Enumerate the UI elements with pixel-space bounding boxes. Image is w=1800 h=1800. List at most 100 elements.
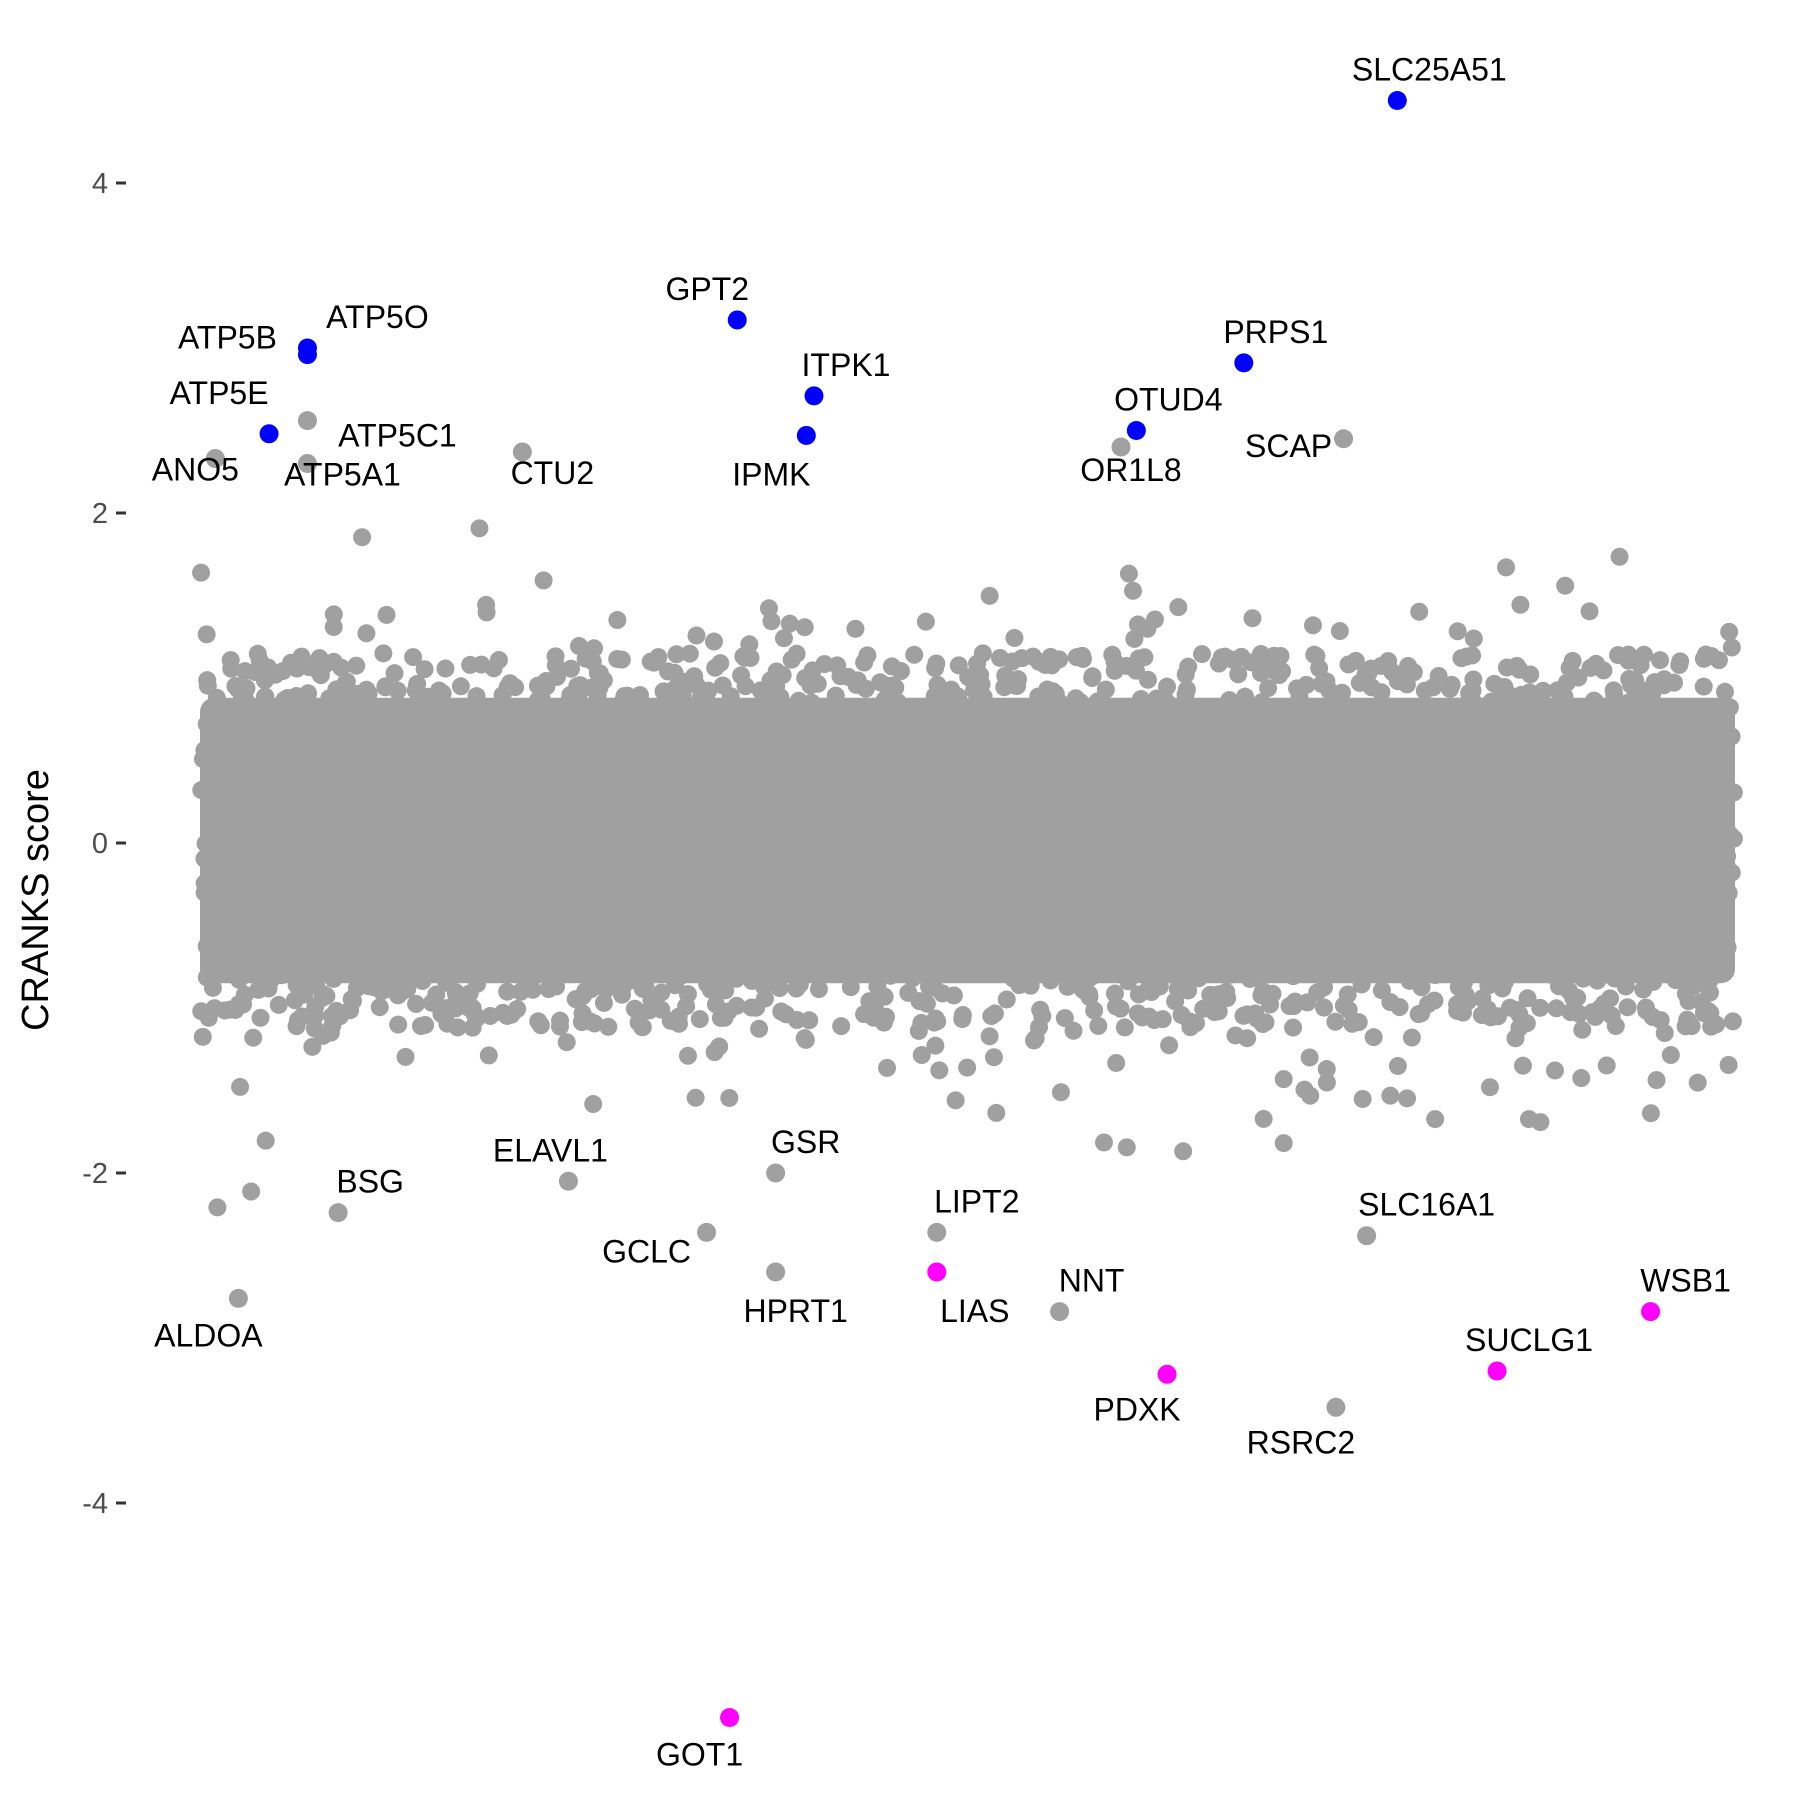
data-point <box>557 1033 576 1052</box>
data-point <box>1180 938 1199 957</box>
labeled-point <box>1157 1364 1177 1384</box>
data-point <box>1323 804 1342 823</box>
labeled-point <box>297 345 317 365</box>
data-point <box>1678 1010 1697 1029</box>
data-point <box>193 1027 212 1046</box>
data-point <box>1575 754 1594 773</box>
data-point <box>214 926 233 945</box>
data-point <box>590 749 609 768</box>
data-point <box>795 618 814 637</box>
data-point <box>964 828 983 847</box>
data-point <box>912 1013 931 1032</box>
data-point <box>846 619 865 638</box>
data-point <box>768 814 787 833</box>
data-point <box>1479 813 1498 832</box>
data-point <box>877 858 896 877</box>
data-point <box>999 759 1018 778</box>
data-point <box>377 605 396 624</box>
data-point <box>477 595 496 614</box>
data-point <box>862 723 881 742</box>
data-point <box>809 980 828 999</box>
background-points <box>192 519 1743 1217</box>
data-point <box>837 757 856 776</box>
data-point <box>777 1005 796 1024</box>
data-point <box>569 904 588 923</box>
data-point <box>411 855 430 874</box>
data-point <box>1221 835 1240 854</box>
data-point <box>1472 1006 1491 1025</box>
data-point <box>1506 808 1525 827</box>
data-point <box>1720 698 1739 717</box>
data-point <box>604 846 623 865</box>
data-point <box>457 906 476 925</box>
gene-label: SCAP <box>1245 428 1332 464</box>
data-point <box>753 739 772 758</box>
data-point <box>951 835 970 854</box>
data-point <box>567 719 586 738</box>
data-point <box>1166 992 1185 1011</box>
data-point <box>747 998 766 1017</box>
data-point <box>775 960 794 979</box>
data-point <box>1479 976 1498 995</box>
data-point <box>1028 901 1047 920</box>
data-point <box>203 894 222 913</box>
data-point <box>727 969 746 988</box>
data-point <box>1675 748 1694 767</box>
gene-label: ELAVL1 <box>493 1132 608 1168</box>
data-point <box>1111 700 1130 719</box>
data-point <box>1082 787 1101 806</box>
data-point <box>593 971 612 990</box>
data-point <box>1702 1017 1721 1036</box>
data-point <box>1677 914 1696 933</box>
data-point <box>1676 984 1695 1003</box>
data-point <box>1511 595 1530 614</box>
data-point <box>1273 662 1292 681</box>
data-point <box>1090 715 1109 734</box>
data-point <box>1251 663 1270 682</box>
data-point <box>1647 1071 1666 1090</box>
data-point <box>625 999 644 1018</box>
data-point <box>857 804 876 823</box>
data-point <box>678 1046 697 1065</box>
data-point <box>230 901 249 920</box>
data-point <box>654 764 673 783</box>
data-point <box>1463 646 1482 665</box>
gene-label: BSG <box>336 1164 404 1200</box>
data-point <box>345 859 364 878</box>
data-point <box>509 772 528 791</box>
data-point <box>207 688 226 707</box>
data-point <box>440 897 459 916</box>
data-point <box>828 922 847 941</box>
data-point <box>1660 955 1679 974</box>
data-point <box>940 760 959 779</box>
data-point <box>326 842 345 861</box>
data-point <box>1051 1083 1070 1102</box>
data-point <box>1378 727 1397 746</box>
data-point <box>1688 1073 1707 1092</box>
data-point <box>1071 693 1090 712</box>
data-point <box>245 710 264 729</box>
data-point <box>1335 881 1354 900</box>
data-point <box>576 982 595 1001</box>
data-point <box>1129 985 1148 1004</box>
data-point <box>1715 682 1734 701</box>
data-point <box>1555 922 1574 941</box>
gene-label: PRPS1 <box>1223 314 1328 350</box>
data-point <box>1555 714 1574 733</box>
data-point <box>1469 768 1488 787</box>
data-point <box>526 819 545 838</box>
data-point <box>1620 946 1639 965</box>
data-point <box>404 648 423 667</box>
data-point <box>309 904 328 923</box>
data-point <box>790 975 809 994</box>
data-point <box>321 784 340 803</box>
data-point <box>573 954 592 973</box>
data-point <box>1426 1110 1445 1129</box>
data-point <box>1047 908 1066 927</box>
data-point <box>987 1103 1006 1122</box>
data-point <box>1724 829 1743 848</box>
data-point <box>1384 955 1403 974</box>
data-point <box>990 922 1009 941</box>
data-point <box>1044 652 1063 671</box>
data-point <box>1196 886 1215 905</box>
